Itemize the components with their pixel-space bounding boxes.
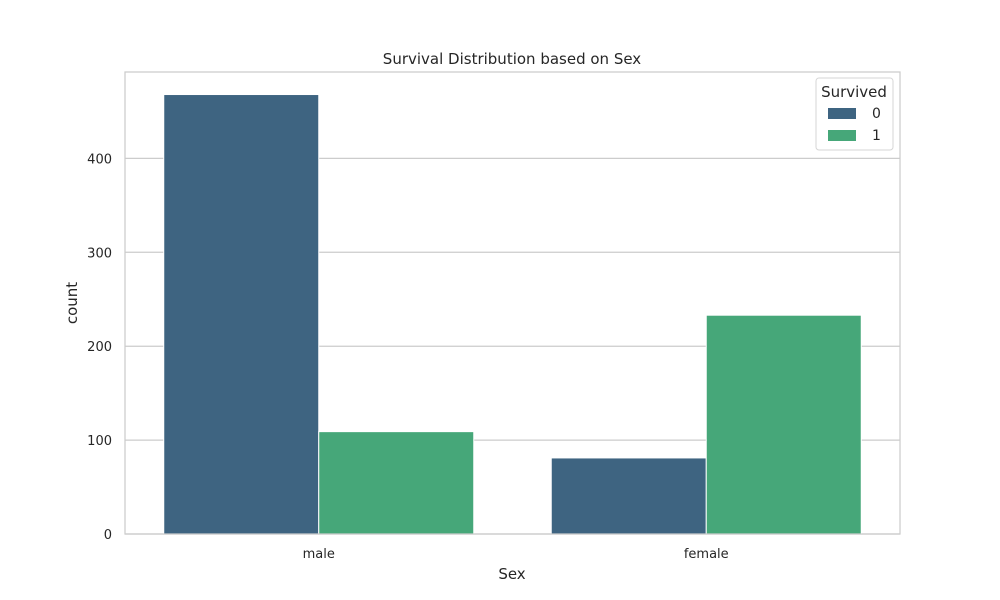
legend-swatch-1: [828, 130, 856, 141]
x-tick-labels: male female: [303, 547, 729, 562]
y-axis-label: count: [63, 282, 81, 324]
x-tick-label-male: male: [303, 547, 335, 562]
y-tick-label: 300: [87, 246, 112, 261]
bar-female-survived-1: [705, 314, 862, 535]
legend-swatch-0: [828, 108, 856, 119]
bar-male-survived-1: [318, 431, 475, 535]
legend: Survived 01: [815, 77, 894, 151]
y-tick-label: 100: [87, 434, 112, 449]
x-axis-label: Sex: [498, 565, 525, 583]
chart-title: Survival Distribution based on Sex: [383, 50, 642, 68]
y-tick-label: 0: [104, 528, 112, 543]
legend-title: Survived: [821, 83, 887, 101]
bar-male-survived-0: [163, 94, 320, 535]
y-tick-label: 200: [87, 340, 112, 355]
legend-label-1: 1: [872, 128, 881, 144]
y-tick-labels: 0 100 200 300 400: [87, 152, 112, 543]
y-tick-label: 400: [87, 152, 112, 167]
bars: [163, 94, 862, 535]
plot-frame: [124, 71, 901, 535]
legend-items: 01: [828, 106, 881, 144]
legend-label-0: 0: [872, 106, 881, 122]
x-tick-label-female: female: [684, 547, 729, 562]
bar-female-survived-0: [550, 457, 707, 535]
